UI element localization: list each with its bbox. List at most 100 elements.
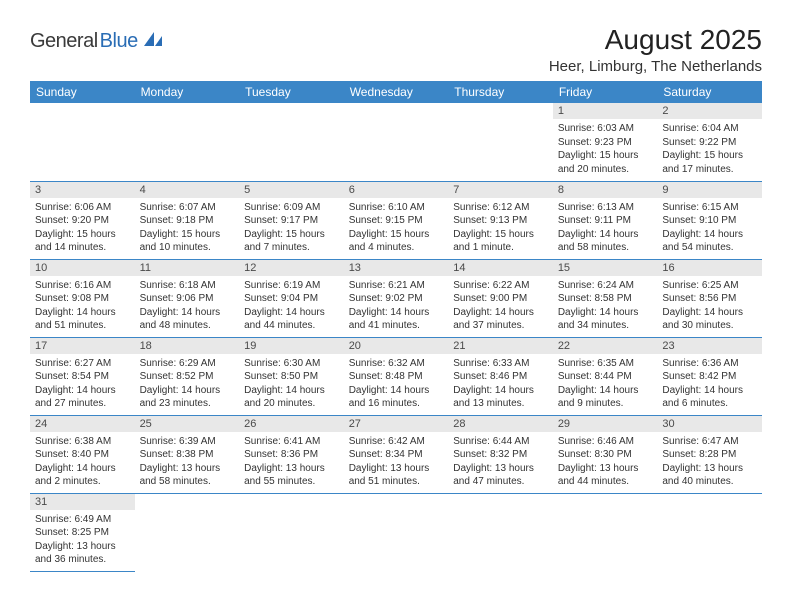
sunrise-text: Sunrise: 6:46 AM <box>558 435 653 449</box>
sunrise-text: Sunrise: 6:27 AM <box>35 357 130 371</box>
title-block: August 2025 Heer, Limburg, The Netherlan… <box>549 24 762 75</box>
sunrise-text: Sunrise: 6:12 AM <box>453 201 548 215</box>
sunrise-text: Sunrise: 6:35 AM <box>558 357 653 371</box>
day-number: 5 <box>239 182 344 198</box>
sunrise-text: Sunrise: 6:39 AM <box>140 435 235 449</box>
daylight-text: Daylight: 15 hours and 14 minutes. <box>35 228 130 255</box>
calendar-day-cell: . <box>448 493 553 571</box>
daylight-text: Daylight: 14 hours and 2 minutes. <box>35 462 130 489</box>
sunrise-text: Sunrise: 6:18 AM <box>140 279 235 293</box>
day-details: Sunrise: 6:46 AMSunset: 8:30 PMDaylight:… <box>553 432 658 492</box>
day-number: 20 <box>344 338 449 354</box>
day-number: 11 <box>135 260 240 276</box>
sunset-text: Sunset: 9:22 PM <box>662 136 757 150</box>
day-details: Sunrise: 6:35 AMSunset: 8:44 PMDaylight:… <box>553 354 658 414</box>
day-number: 22 <box>553 338 658 354</box>
day-details: Sunrise: 6:07 AMSunset: 9:18 PMDaylight:… <box>135 198 240 258</box>
day-details: Sunrise: 6:30 AMSunset: 8:50 PMDaylight:… <box>239 354 344 414</box>
sunset-text: Sunset: 9:02 PM <box>349 292 444 306</box>
daylight-text: Daylight: 15 hours and 20 minutes. <box>558 149 653 176</box>
calendar-week-row: 24Sunrise: 6:38 AMSunset: 8:40 PMDayligh… <box>30 415 762 493</box>
calendar-day-cell: . <box>657 493 762 571</box>
sunset-text: Sunset: 8:36 PM <box>244 448 339 462</box>
weekday-header: Saturday <box>657 81 762 103</box>
day-details: Sunrise: 6:41 AMSunset: 8:36 PMDaylight:… <box>239 432 344 492</box>
day-number: 25 <box>135 416 240 432</box>
sunrise-text: Sunrise: 6:30 AM <box>244 357 339 371</box>
daylight-text: Daylight: 13 hours and 47 minutes. <box>453 462 548 489</box>
calendar-day-cell: 30Sunrise: 6:47 AMSunset: 8:28 PMDayligh… <box>657 415 762 493</box>
calendar-week-row: 17 Sunrise: 6:27 AMSunset: 8:54 PMDayligh… <box>30 337 762 415</box>
calendar-day-cell: 17 Sunrise: 6:27 AMSunset: 8:54 PMDayligh… <box>30 337 135 415</box>
sunset-text: Sunset: 9:17 PM <box>244 214 339 228</box>
calendar-day-cell: 20Sunrise: 6:32 AMSunset: 8:48 PMDayligh… <box>344 337 449 415</box>
day-number: 12 <box>239 260 344 276</box>
calendar-day-cell: 26Sunrise: 6:41 AMSunset: 8:36 PMDayligh… <box>239 415 344 493</box>
sunrise-text: Sunrise: 6:22 AM <box>453 279 548 293</box>
sail-icon <box>142 30 164 53</box>
weekday-header-row: Sunday Monday Tuesday Wednesday Thursday… <box>30 81 762 103</box>
day-details: Sunrise: 6:03 AMSunset: 9:23 PMDaylight:… <box>553 119 658 179</box>
sunset-text: Sunset: 9:06 PM <box>140 292 235 306</box>
calendar-day-cell: . <box>553 493 658 571</box>
day-number: 21 <box>448 338 553 354</box>
sunrise-text: Sunrise: 6:42 AM <box>349 435 444 449</box>
day-number: 16 <box>657 260 762 276</box>
sunset-text: Sunset: 9:00 PM <box>453 292 548 306</box>
day-details: Sunrise: 6:22 AMSunset: 9:00 PMDaylight:… <box>448 276 553 336</box>
sunset-text: Sunset: 9:20 PM <box>35 214 130 228</box>
day-details: Sunrise: 6:19 AMSunset: 9:04 PMDaylight:… <box>239 276 344 336</box>
sunrise-text: Sunrise: 6:33 AM <box>453 357 548 371</box>
day-details: Sunrise: 6:49 AMSunset: 8:25 PMDaylight:… <box>30 510 135 570</box>
calendar-day-cell: 29Sunrise: 6:46 AMSunset: 8:30 PMDayligh… <box>553 415 658 493</box>
sunset-text: Sunset: 9:13 PM <box>453 214 548 228</box>
sunset-text: Sunset: 8:25 PM <box>35 526 130 540</box>
sunrise-text: Sunrise: 6:36 AM <box>662 357 757 371</box>
daylight-text: Daylight: 13 hours and 55 minutes. <box>244 462 339 489</box>
calendar-week-row: 3Sunrise: 6:06 AMSunset: 9:20 PMDaylight… <box>30 181 762 259</box>
sunrise-text: Sunrise: 6:41 AM <box>244 435 339 449</box>
sunrise-text: Sunrise: 6:03 AM <box>558 122 653 136</box>
calendar-week-row: 31Sunrise: 6:49 AMSunset: 8:25 PMDayligh… <box>30 493 762 571</box>
day-details: Sunrise: 6:06 AMSunset: 9:20 PMDaylight:… <box>30 198 135 258</box>
sunset-text: Sunset: 8:54 PM <box>35 370 130 384</box>
sunset-text: Sunset: 8:28 PM <box>662 448 757 462</box>
calendar-day-cell: 25Sunrise: 6:39 AMSunset: 8:38 PMDayligh… <box>135 415 240 493</box>
sunset-text: Sunset: 8:38 PM <box>140 448 235 462</box>
sunrise-text: Sunrise: 6:44 AM <box>453 435 548 449</box>
daylight-text: Daylight: 14 hours and 44 minutes. <box>244 306 339 333</box>
calendar-day-cell: 18Sunrise: 6:29 AMSunset: 8:52 PMDayligh… <box>135 337 240 415</box>
sunrise-text: Sunrise: 6:21 AM <box>349 279 444 293</box>
weekday-header: Monday <box>135 81 240 103</box>
daylight-text: Daylight: 14 hours and 37 minutes. <box>453 306 548 333</box>
calendar-day-cell: 3Sunrise: 6:06 AMSunset: 9:20 PMDaylight… <box>30 181 135 259</box>
day-details: Sunrise: 6:13 AMSunset: 9:11 PMDaylight:… <box>553 198 658 258</box>
day-details: Sunrise: 6:29 AMSunset: 8:52 PMDaylight:… <box>135 354 240 414</box>
daylight-text: Daylight: 14 hours and 27 minutes. <box>35 384 130 411</box>
sunset-text: Sunset: 8:42 PM <box>662 370 757 384</box>
day-details: Sunrise: 6:38 AMSunset: 8:40 PMDaylight:… <box>30 432 135 492</box>
month-title: August 2025 <box>549 24 762 56</box>
calendar-day-cell: 1Sunrise: 6:03 AMSunset: 9:23 PMDaylight… <box>553 103 658 181</box>
day-number: 1 <box>553 103 658 119</box>
brand-logo: GeneralBlue <box>30 30 164 53</box>
day-number: 17 <box>30 338 135 354</box>
sunset-text: Sunset: 8:44 PM <box>558 370 653 384</box>
brand-text-2: Blue <box>100 30 138 53</box>
sunrise-text: Sunrise: 6:47 AM <box>662 435 757 449</box>
daylight-text: Daylight: 14 hours and 30 minutes. <box>662 306 757 333</box>
sunrise-text: Sunrise: 6:10 AM <box>349 201 444 215</box>
calendar-day-cell: 13Sunrise: 6:21 AMSunset: 9:02 PMDayligh… <box>344 259 449 337</box>
day-details: Sunrise: 6:15 AMSunset: 9:10 PMDaylight:… <box>657 198 762 258</box>
day-number: 13 <box>344 260 449 276</box>
day-details: Sunrise: 6:32 AMSunset: 8:48 PMDaylight:… <box>344 354 449 414</box>
day-number: 15 <box>553 260 658 276</box>
day-number: 30 <box>657 416 762 432</box>
sunrise-text: Sunrise: 6:38 AM <box>35 435 130 449</box>
sunrise-text: Sunrise: 6:04 AM <box>662 122 757 136</box>
day-number: 26 <box>239 416 344 432</box>
day-number: 28 <box>448 416 553 432</box>
calendar-week-row: 10Sunrise: 6:16 AMSunset: 9:08 PMDayligh… <box>30 259 762 337</box>
calendar-day-cell: 11Sunrise: 6:18 AMSunset: 9:06 PMDayligh… <box>135 259 240 337</box>
calendar-day-cell: . <box>239 103 344 181</box>
